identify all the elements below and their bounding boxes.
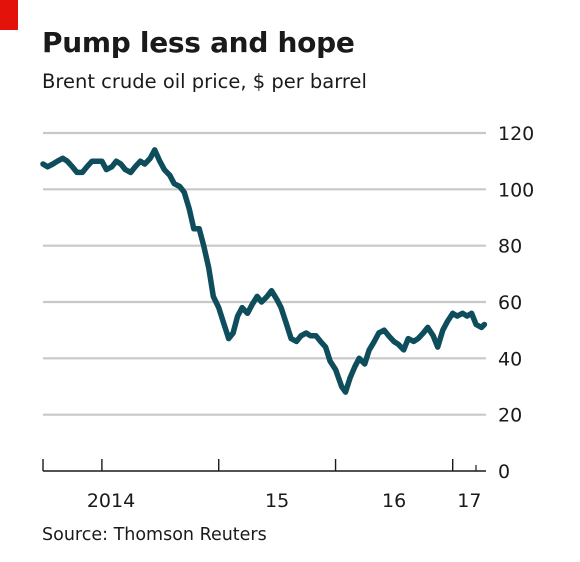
x-tick-label: 16 [382,490,406,512]
chart-title: Pump less and hope [42,26,355,59]
y-axis-tick-labels: 0 20 40 60 80 100 120 [498,123,534,483]
y-tick-label: 40 [498,348,522,370]
x-axis-tick-labels: 2014 15 16 17 [87,490,482,512]
source-note: Source: Thomson Reuters [42,525,267,545]
y-tick-label: 0 [498,461,510,483]
y-tick-label: 60 [498,292,522,314]
y-tick-label: 100 [498,179,534,201]
gridlines [43,131,486,416]
y-tick-label: 20 [498,405,522,427]
x-tick-label: 15 [265,490,289,512]
x-tick-label: 17 [457,490,481,512]
series-line [40,147,488,395]
brand-red-tag [0,0,18,30]
chart-subtitle: Brent crude oil price, $ per barrel [42,70,367,93]
x-tick-label: 2014 [87,490,135,512]
y-tick-label: 80 [498,236,522,258]
x-axis [42,459,486,472]
y-tick-label: 120 [498,123,534,145]
series-lines [40,147,488,395]
